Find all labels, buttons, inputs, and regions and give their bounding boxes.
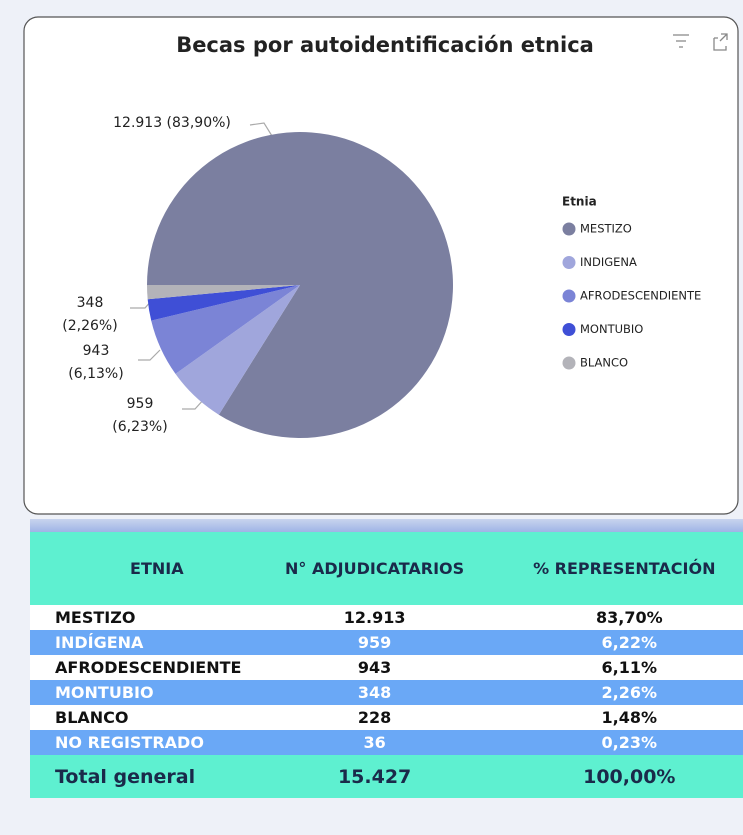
- table-row: BLANCO 228 1,48%: [30, 705, 743, 730]
- pie-slice: [175, 285, 300, 415]
- table-row: NO REGISTRADO 36 0,23%: [30, 730, 743, 755]
- toolbar-icons[interactable]: [673, 33, 728, 51]
- legend-label: AFRODESCENDIENTE: [580, 289, 701, 303]
- table-cell: 6,11%: [465, 655, 743, 680]
- table-cell: 83,70%: [465, 605, 743, 630]
- data-label: 943 (6,13%): [68, 343, 124, 382]
- legend-swatch: [562, 356, 576, 370]
- pie-slice: [147, 285, 300, 321]
- legend-label: BLANCO: [580, 356, 628, 370]
- legend-label: INDIGENA: [580, 255, 637, 269]
- table-cell: 12.913: [283, 605, 466, 630]
- table-cell: 36: [283, 730, 466, 755]
- legend-swatch: [562, 323, 576, 336]
- pie-slice: [151, 285, 300, 374]
- total-cell: Total general: [30, 755, 284, 798]
- table-cell: 348: [283, 680, 466, 705]
- table-cell: NO REGISTRADO: [30, 730, 284, 755]
- data-label: 348 (2,26%): [62, 295, 118, 334]
- table-cell: 228: [283, 705, 466, 730]
- legend-label: MESTIZO: [580, 222, 632, 236]
- table-cell: 943: [283, 655, 466, 680]
- data-label: 959 (6,23%): [112, 396, 168, 435]
- chart: Becas por autoidentificación etnica Etni…: [23, 16, 739, 515]
- table-cell: 2,26%: [465, 680, 743, 705]
- legend-label: MONTUBIO: [580, 322, 643, 336]
- legend-swatch: [562, 256, 576, 269]
- legend-swatch: [562, 289, 576, 303]
- table-row: INDÍGENA 959 6,22%: [30, 630, 743, 655]
- table-row: AFRODESCENDIENTE 943 6,11%: [30, 655, 743, 680]
- table-cell: 1,48%: [465, 705, 743, 730]
- table-band: [30, 519, 743, 532]
- column-header: N° ADJUDICATARIOS: [283, 532, 466, 605]
- data-label: 12.913 (83,90%): [113, 115, 231, 131]
- column-header: ETNIA: [30, 532, 284, 605]
- column-header: % REPRESENTACIÓN: [465, 532, 743, 605]
- table-row: MONTUBIO 348 2,26%: [30, 680, 743, 705]
- table-cell: BLANCO: [30, 705, 284, 730]
- table-cell: MONTUBIO: [30, 680, 284, 705]
- total-cell: 100,00%: [465, 755, 743, 798]
- legend-swatch: [562, 222, 576, 236]
- table-cell: 6,22%: [465, 630, 743, 655]
- table-cell: 959: [283, 630, 466, 655]
- pie-slice: [147, 285, 300, 300]
- table-cell: INDÍGENA: [30, 630, 284, 655]
- chart-title: Becas por autoidentificación etnica: [176, 33, 594, 57]
- table-cell: MESTIZO: [30, 605, 284, 630]
- total-cell: 15.427: [283, 755, 466, 798]
- table: ETNIA N° ADJUDICATARIOS% REPRESENTACIÓN M…: [30, 532, 743, 798]
- table-row: MESTIZO 12.913 83,70%: [30, 605, 743, 630]
- table-cell: 0,23%: [465, 730, 743, 755]
- legend-title: Etnia: [562, 195, 597, 209]
- table-cell: AFRODESCENDIENTE: [30, 655, 284, 680]
